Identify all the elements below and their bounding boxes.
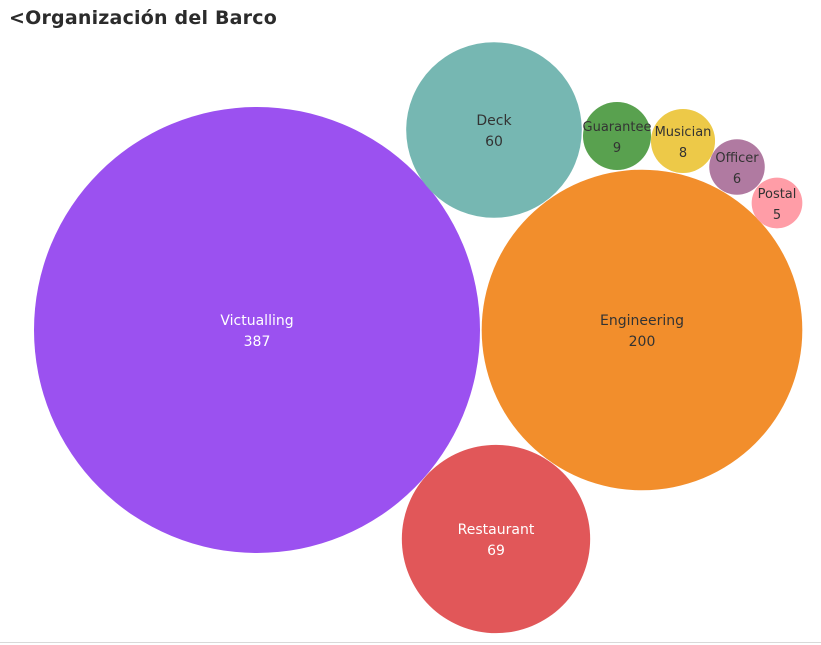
bubble-postal[interactable]: Postal 5 (751, 177, 803, 229)
bubble-value-engineering: 200 (629, 334, 656, 350)
bubble-label-musician: Musician (655, 125, 712, 140)
bubble-musician[interactable]: Musician 8 (650, 108, 716, 174)
bubble-engineering[interactable]: Engineering 200 (481, 169, 803, 491)
chart-title: <Organización del Barco (9, 7, 277, 29)
bubble-restaurant[interactable]: Restaurant 69 (401, 444, 591, 634)
bubble-circle-victualling[interactable] (34, 107, 480, 553)
bubble-value-victualling: 387 (244, 334, 271, 350)
bubble-guarantee[interactable]: Guarantee 9 (582, 101, 652, 171)
bubble-label-engineering: Engineering (600, 313, 684, 329)
bubble-value-musician: 8 (679, 146, 687, 161)
bubble-circle-deck[interactable] (406, 42, 582, 218)
bubble-value-officer: 6 (733, 172, 741, 187)
bubble-officer[interactable]: Officer 6 (709, 139, 765, 195)
bubble-label-postal: Postal (758, 187, 797, 202)
bubble-label-deck: Deck (476, 113, 512, 129)
bubble-value-guarantee: 9 (613, 141, 621, 156)
bubble-value-postal: 5 (773, 208, 781, 223)
bubble-value-deck: 60 (485, 134, 503, 150)
bubble-victualling[interactable]: Victualling 387 (34, 107, 480, 553)
bubble-circle-engineering[interactable] (481, 169, 803, 491)
bottom-divider (0, 642, 821, 643)
bubble-circle-guarantee[interactable] (582, 101, 652, 171)
bubble-label-restaurant: Restaurant (458, 522, 535, 538)
bubble-deck[interactable]: Deck 60 (406, 42, 582, 218)
bubble-label-victualling: Victualling (220, 313, 293, 329)
bubble-circle-restaurant[interactable] (401, 444, 591, 634)
bubble-value-restaurant: 69 (487, 543, 505, 559)
bubble-label-guarantee: Guarantee (583, 120, 652, 135)
bubble-circle-musician[interactable] (650, 108, 716, 174)
bubble-circle-postal[interactable] (751, 177, 803, 229)
bubble-circle-officer[interactable] (709, 139, 765, 195)
bubble-label-officer: Officer (715, 151, 759, 166)
